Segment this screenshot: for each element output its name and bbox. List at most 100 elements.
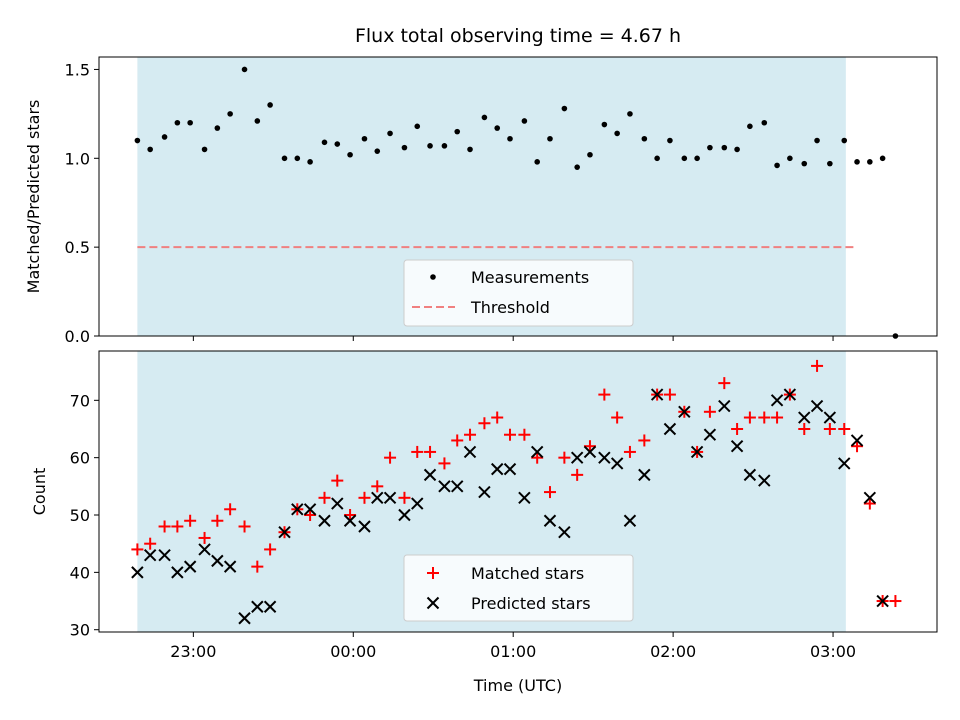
matched-star-point xyxy=(451,434,464,447)
matched-star-point xyxy=(198,531,211,544)
predicted-star-point xyxy=(158,548,171,562)
measurement-point xyxy=(454,128,461,135)
matched-star-point xyxy=(863,497,876,510)
top-panel: 0.0 0.5 1.0 1.5 Matched/Predicted stars Mea… xyxy=(24,56,938,346)
legend-entry-threshold: Threshold xyxy=(470,298,550,317)
matched-star-point xyxy=(823,422,836,435)
predicted-star-point xyxy=(343,514,357,527)
bottom-axes-frame xyxy=(98,350,938,633)
measurement-point xyxy=(534,159,540,165)
bottom-legend: Matched stars Predicted stars xyxy=(403,554,634,622)
predicted-star-point xyxy=(598,451,611,464)
measurement-point xyxy=(347,151,353,158)
predicted-star-point xyxy=(171,566,184,579)
measurement-point xyxy=(467,146,473,153)
measurement-point xyxy=(814,137,820,144)
measurement-point xyxy=(587,151,593,158)
predicted-star-point xyxy=(770,394,784,407)
measurement-point xyxy=(627,111,633,117)
legend-entry-measurements: Measurements xyxy=(471,268,589,287)
matched-star-point xyxy=(331,474,344,487)
matched-star-point xyxy=(384,451,397,464)
measurement-point xyxy=(494,125,501,131)
measurement-point xyxy=(561,105,568,112)
matched-star-point xyxy=(304,509,317,522)
measurement-point xyxy=(507,135,513,142)
measurement-point xyxy=(427,143,433,149)
measurement-point xyxy=(654,155,660,162)
matched-star-point xyxy=(638,434,651,447)
predicted-star-point xyxy=(291,503,304,516)
legend-entry-predicted-stars: Predicted stars xyxy=(471,594,591,613)
predicted-star-point xyxy=(703,428,717,441)
matched-star-point xyxy=(158,520,171,533)
predicted-star-point xyxy=(558,526,571,539)
x-tick-label: 00:00 xyxy=(330,642,376,661)
measurement-point xyxy=(307,159,313,165)
predicted-star-point xyxy=(810,399,824,413)
measurement-point xyxy=(521,118,528,124)
predicted-star-point xyxy=(371,491,384,505)
predicted-star-point xyxy=(303,503,317,516)
measurement-point xyxy=(721,144,728,151)
legend-cross-mark xyxy=(426,596,440,610)
matched-star-point xyxy=(571,468,584,481)
measurement-point xyxy=(481,114,488,121)
measurement-point xyxy=(334,141,341,147)
measurement-point xyxy=(267,102,273,108)
top-y-tick-label: 1.0 xyxy=(65,149,90,168)
measurement-points xyxy=(134,66,899,339)
matched-star-point xyxy=(464,428,477,441)
measurement-point xyxy=(254,118,261,124)
measurement-point xyxy=(694,155,700,162)
predicted-star-points xyxy=(131,388,889,625)
top-axes-frame xyxy=(98,56,938,337)
measurement-point xyxy=(321,139,328,146)
predicted-star-point xyxy=(623,514,637,527)
matched-star-point xyxy=(518,428,531,441)
matched-star-point xyxy=(251,560,264,573)
bottom-y-tick-label: 50 xyxy=(70,506,90,525)
measurement-point xyxy=(294,155,301,162)
bottom-y-tick-label: 30 xyxy=(70,621,90,640)
measurement-point xyxy=(281,155,288,162)
predicted-star-point xyxy=(491,462,504,476)
predicted-star-point xyxy=(863,491,877,505)
matched-star-point xyxy=(611,411,624,424)
matched-star-point xyxy=(771,411,784,424)
bottom-y-axis-label: Count xyxy=(30,468,49,516)
legend-plus-icon xyxy=(427,567,439,579)
matched-star-point xyxy=(238,520,251,533)
x-tick-label: 03:00 xyxy=(810,642,856,661)
measurement-point xyxy=(227,111,233,117)
measurement-point xyxy=(374,148,381,154)
matched-star-point xyxy=(398,491,411,504)
matched-star-point xyxy=(583,440,596,453)
measurement-point xyxy=(787,155,793,162)
matched-star-point xyxy=(758,411,771,424)
measurement-point xyxy=(187,119,193,126)
matched-star-point xyxy=(543,486,556,499)
bottom-y-tick-label: 70 xyxy=(70,391,90,410)
predicted-star-point xyxy=(358,520,371,533)
top-y-tick-label: 0.0 xyxy=(65,327,90,346)
predicted-star-point xyxy=(331,497,344,510)
predicted-star-point xyxy=(263,600,277,613)
measurement-point xyxy=(667,137,673,144)
matched-star-point xyxy=(344,509,357,522)
legend-entry-matched-stars: Matched stars xyxy=(471,564,584,583)
bottom-x-ticks: 23:00 00:00 01:00 02:00 03:00 xyxy=(170,632,856,661)
matched-star-point xyxy=(718,377,731,390)
matched-star-point xyxy=(731,422,744,435)
predicted-star-point xyxy=(383,491,397,505)
matched-star-point xyxy=(743,411,756,424)
predicted-star-point xyxy=(278,526,291,539)
measurement-point xyxy=(854,159,860,165)
predicted-star-point xyxy=(570,451,584,464)
top-y-ticks: 0.0 0.5 1.0 1.5 xyxy=(65,60,99,346)
measurement-point xyxy=(614,130,620,137)
matched-star-point xyxy=(491,411,504,424)
measurement-point xyxy=(879,155,886,162)
measurement-point xyxy=(161,134,168,140)
